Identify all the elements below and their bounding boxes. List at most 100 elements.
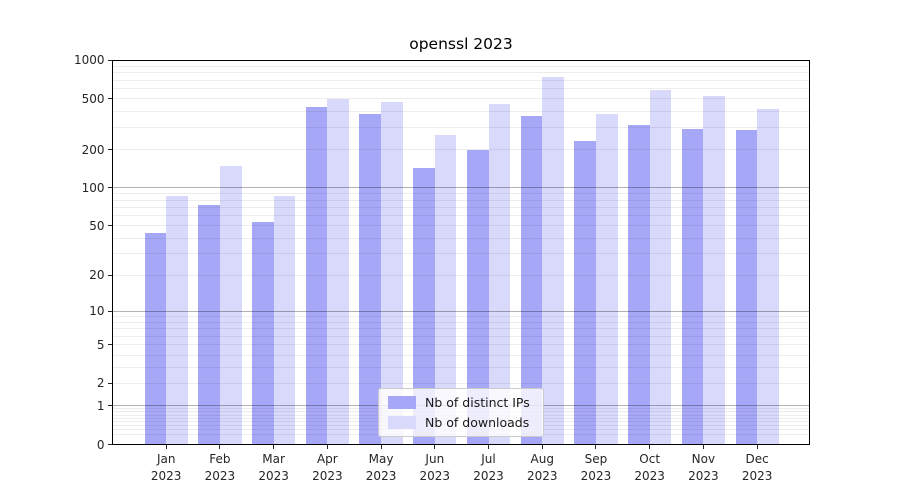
x-tick-label-line: Sep bbox=[584, 452, 608, 466]
bar-downloads-6 bbox=[488, 103, 511, 445]
y-tick-label: 1 bbox=[96, 398, 105, 413]
x-tick-label-line: Oct bbox=[639, 452, 661, 466]
legend-swatch-distinct-ips bbox=[388, 396, 416, 409]
x-tick-label: Jun 2023 bbox=[402, 451, 468, 484]
x-tick-label-line: 2023 bbox=[204, 468, 236, 483]
bar-distinct-ips-5 bbox=[413, 167, 435, 445]
y-tick-mark bbox=[108, 149, 112, 151]
legend-item-downloads: Nb of downloads bbox=[388, 415, 534, 430]
x-tick-mark bbox=[273, 444, 275, 449]
x-tick-label-line: 2023 bbox=[473, 468, 504, 483]
x-tick-label-line: Jan bbox=[156, 452, 176, 466]
x-tick-label-line: 2023 bbox=[150, 468, 182, 483]
y-tick-mark bbox=[108, 444, 112, 445]
x-tick-label-line: 2023 bbox=[634, 468, 665, 483]
x-tick-label-line: 2023 bbox=[365, 468, 397, 483]
bar-downloads-11 bbox=[757, 108, 779, 445]
y-tick-mark bbox=[108, 344, 112, 346]
bar-downloads-10 bbox=[703, 96, 725, 445]
x-tick-label-line: 2023 bbox=[312, 468, 343, 483]
x-tick-label-line: 2023 bbox=[258, 468, 289, 483]
bar-distinct-ips-8 bbox=[574, 140, 596, 445]
legend-label-distinct-ips: Nb of distinct IPs bbox=[425, 395, 530, 410]
y-tick-mark bbox=[108, 274, 112, 276]
x-tick-mark bbox=[165, 444, 167, 449]
legend-label-downloads: Nb of downloads bbox=[425, 415, 530, 430]
y-tick-mark bbox=[108, 382, 112, 384]
x-tick-label-line: Jun bbox=[425, 452, 445, 466]
bar-distinct-ips-10 bbox=[681, 128, 704, 445]
bar-distinct-ips-9 bbox=[628, 125, 650, 445]
x-tick-label-line: Jul bbox=[481, 452, 496, 466]
x-tick-mark bbox=[541, 444, 543, 449]
x-tick-label: Jul 2023 bbox=[456, 451, 522, 484]
y-tick-mark bbox=[108, 310, 112, 312]
x-tick-label-line: 2023 bbox=[741, 468, 773, 483]
x-tick-label: Sep 2023 bbox=[563, 451, 629, 484]
x-tick-label-line: Aug bbox=[530, 452, 554, 466]
y-tick-mark bbox=[108, 405, 112, 407]
x-tick-label-line: Apr bbox=[316, 452, 338, 466]
bar-distinct-ips-1 bbox=[198, 205, 220, 445]
x-tick-label: May 2023 bbox=[348, 451, 414, 484]
x-tick-mark bbox=[380, 444, 382, 449]
x-tick-label-line: Mar bbox=[262, 452, 285, 466]
x-tick-label-line: Feb bbox=[209, 452, 231, 466]
x-tick-label: Dec 2023 bbox=[724, 451, 790, 484]
x-tick-label: Oct 2023 bbox=[617, 451, 683, 484]
gridline-minor bbox=[112, 88, 810, 90]
legend: Nb of distinct IPs Nb of downloads bbox=[378, 388, 544, 437]
bar-downloads-1 bbox=[219, 165, 242, 445]
y-tick-mark bbox=[108, 59, 112, 61]
y-tick-label: 500 bbox=[81, 91, 105, 106]
x-tick-mark bbox=[649, 444, 651, 449]
bar-distinct-ips-0 bbox=[144, 232, 167, 445]
legend-item-distinct-ips: Nb of distinct IPs bbox=[388, 395, 534, 410]
y-tick-label: 100 bbox=[81, 180, 105, 195]
y-tick-mark bbox=[108, 187, 112, 189]
x-tick-label: Aug 2023 bbox=[509, 451, 575, 484]
gridline-minor bbox=[112, 79, 810, 81]
x-tick-label: Feb 2023 bbox=[187, 451, 253, 484]
bar-distinct-ips-2 bbox=[252, 221, 274, 445]
x-tick-label-line: May bbox=[368, 452, 394, 466]
x-tick-label-line: 2023 bbox=[688, 468, 719, 483]
x-tick-mark bbox=[488, 444, 490, 449]
y-tick-label: 20 bbox=[89, 268, 105, 283]
bar-downloads-4 bbox=[381, 101, 403, 445]
bar-downloads-7 bbox=[542, 77, 564, 445]
y-tick-label: 5 bbox=[96, 337, 105, 352]
x-tick-label-line: Dec bbox=[745, 452, 769, 466]
bar-downloads-2 bbox=[273, 195, 296, 445]
y-tick-label: 10 bbox=[89, 304, 105, 319]
y-tick-mark bbox=[108, 225, 112, 227]
y-tick-label: 2 bbox=[96, 376, 105, 391]
x-tick-label: Nov 2023 bbox=[670, 451, 736, 484]
x-tick-mark bbox=[219, 444, 221, 449]
chart-title: openssl 2023 bbox=[409, 35, 513, 53]
legend-swatch-downloads bbox=[388, 416, 416, 429]
y-tick-label: 1000 bbox=[73, 53, 105, 68]
bar-distinct-ips-11 bbox=[735, 130, 758, 445]
bar-downloads-3 bbox=[327, 98, 349, 445]
bar-distinct-ips-4 bbox=[359, 113, 382, 445]
bar-distinct-ips-3 bbox=[305, 106, 328, 445]
bar-downloads-5 bbox=[434, 134, 457, 445]
x-tick-label-line: 2023 bbox=[419, 468, 451, 483]
x-tick-mark bbox=[756, 444, 758, 449]
x-tick-mark bbox=[326, 444, 328, 449]
x-tick-mark bbox=[434, 444, 436, 449]
x-tick-label: Apr 2023 bbox=[294, 451, 360, 484]
bar-downloads-9 bbox=[649, 90, 672, 445]
y-tick-mark bbox=[108, 98, 112, 100]
bar-downloads-8 bbox=[595, 114, 618, 445]
x-tick-label-line: 2023 bbox=[580, 468, 612, 483]
bar-distinct-ips-7 bbox=[520, 116, 543, 445]
y-tick-label: 200 bbox=[81, 142, 105, 157]
y-tick-label: 0 bbox=[96, 437, 105, 452]
y-tick-label: 50 bbox=[89, 218, 105, 233]
x-tick-label-line: 2023 bbox=[526, 468, 558, 483]
x-tick-label: Jan 2023 bbox=[133, 451, 199, 484]
bar-downloads-0 bbox=[166, 196, 188, 445]
